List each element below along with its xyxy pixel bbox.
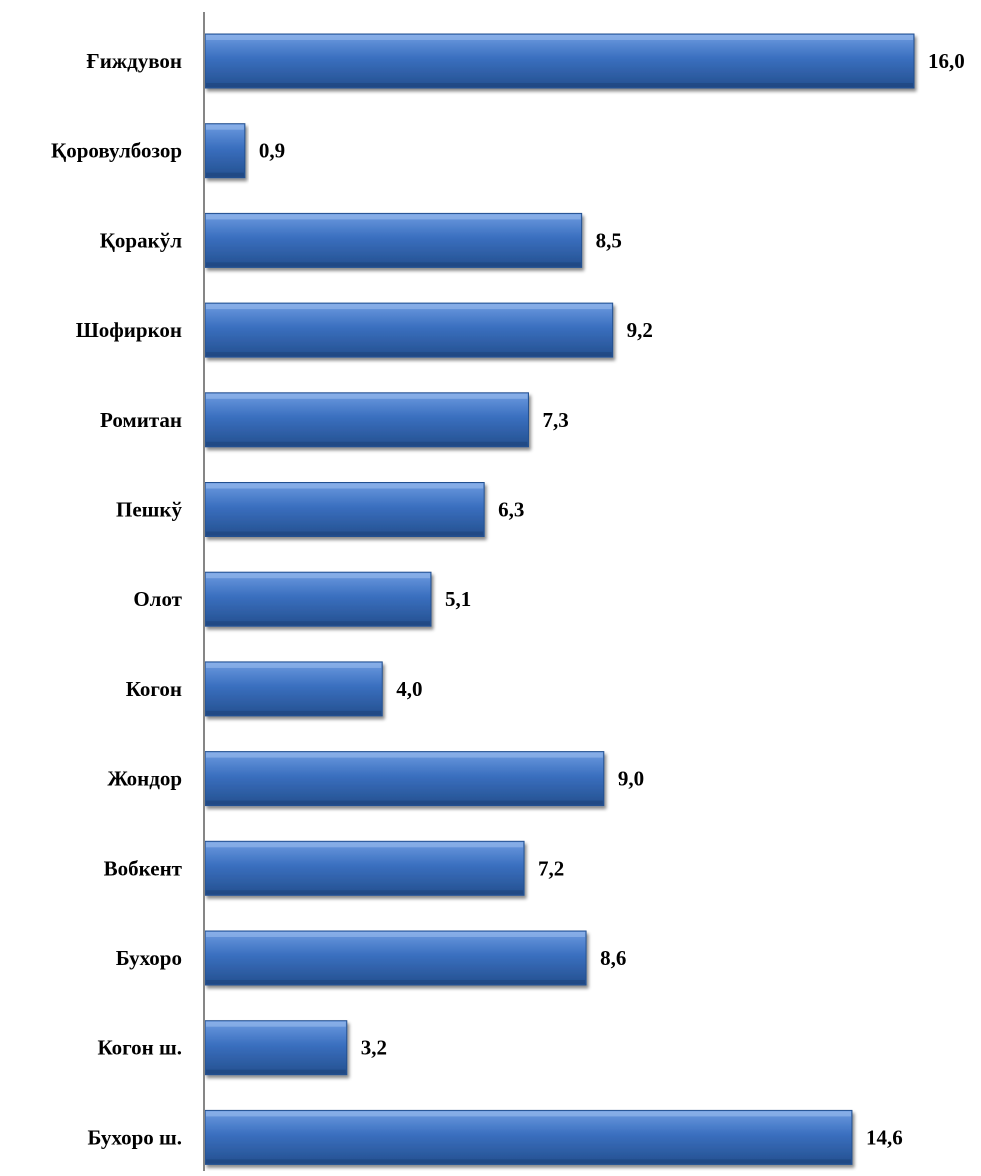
bar-2 [204,212,583,268]
value-label: 9,2 [627,318,653,342]
bar-highlight [206,752,603,758]
value-label: 0,9 [259,139,285,163]
bar-highlight [206,932,586,937]
bar-highlight [206,483,484,489]
value-label: 14,6 [866,1125,903,1149]
category-label: Когон [126,677,182,701]
bar-4 [204,392,529,448]
bar-rect [204,1020,348,1076]
bar-rect [204,302,614,358]
bar-rect [204,392,529,448]
bar-shade [206,890,524,895]
value-label: 7,3 [542,408,568,432]
value-label: 8,6 [600,946,626,970]
bar-rect [204,33,915,89]
bar-shade [206,710,382,715]
category-label: Ромитан [100,408,182,432]
bar-11 [204,1020,348,1076]
category-label: Бухоро ш. [88,1125,182,1149]
bar-8 [204,751,605,807]
bar-10 [204,930,587,986]
category-label: Ғиждувон [86,49,182,73]
category-label: Бухоро [116,946,182,970]
category-label: Шофиркон [76,318,182,342]
bar-3 [204,302,614,358]
value-label: 4,0 [396,677,422,701]
labels-layer: Ғиждувон 16,0 Қоровулбозор 0,9 Қоракўл 8,5 Шоф… [51,49,965,1149]
bars-layer [204,33,915,1165]
bar-shade [206,1159,851,1164]
bar-highlight [206,214,581,220]
value-label: 8,5 [596,228,622,252]
value-label: 5,1 [445,587,471,611]
bar-9 [204,840,525,896]
bar-shade [206,531,484,536]
value-label: 7,2 [538,856,564,880]
category-label: Олот [133,587,182,611]
value-label: 6,3 [498,498,524,522]
bar-highlight [206,662,382,668]
bar-rect [204,1109,853,1165]
bar-highlight [206,842,524,848]
bar-rect [204,482,485,537]
bar-shade [206,262,581,267]
category-label: Жондор [107,767,182,791]
bar-shade [206,352,612,357]
bar-rect [204,840,525,896]
category-label: Вобкент [104,856,183,880]
category-label: Пешкў [116,498,182,522]
bar-rect [204,930,587,986]
bar-shade [206,172,244,177]
value-label: 16,0 [928,49,965,73]
bar-shade [206,1069,346,1074]
bar-0 [204,33,915,89]
bar-5 [204,482,485,537]
bar-highlight [206,1021,346,1027]
bar-highlight [206,35,913,40]
value-label: 9,0 [618,767,644,791]
category-label: Қоровулбозор [51,139,182,163]
bar-shade [206,83,913,87]
bar-rect [204,571,432,627]
bar-rect [204,123,246,179]
bar-highlight [206,573,430,579]
bar-7 [204,661,383,717]
value-label: 3,2 [361,1036,387,1060]
bar-highlight [206,1111,851,1117]
bar-6 [204,571,432,627]
category-label: Когон ш. [97,1036,182,1060]
bar-rect [204,751,605,807]
bar-highlight [206,304,612,310]
bar-shade [206,621,430,626]
bar-rect [204,212,583,268]
bar-12 [204,1109,853,1165]
bar-shade [206,800,603,805]
bar-highlight [206,393,528,399]
bar-shade [206,980,586,984]
bar-1 [204,123,246,179]
bar-shade [206,441,528,446]
bar-rect [204,661,383,717]
category-label: Қоракўл [100,228,183,252]
bar-highlight [206,124,244,130]
